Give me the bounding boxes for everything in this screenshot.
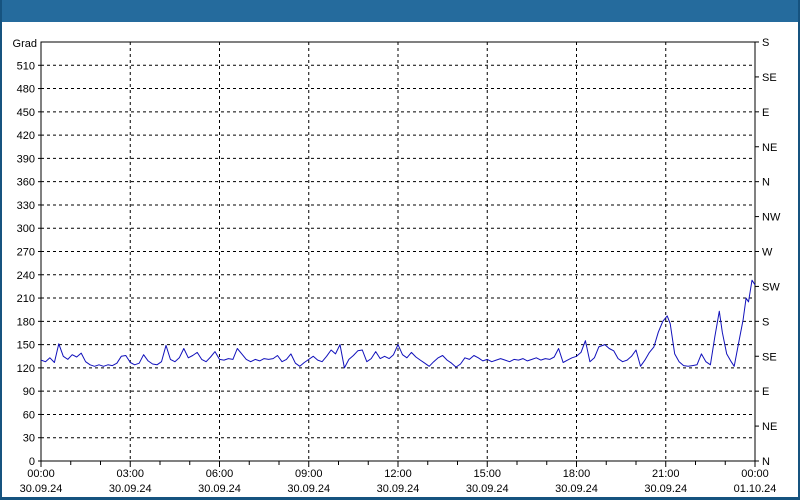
y-axis-tick-label-right: N: [762, 177, 770, 189]
y-axis-tick-label-right: E: [762, 107, 769, 119]
x-axis-date-label: 30.09.24: [377, 483, 420, 495]
x-axis-date-label: 30.09.24: [644, 483, 687, 495]
x-axis-date-label: 30.09.24: [555, 483, 598, 495]
x-axis-date-label: 30.09.24: [20, 483, 63, 495]
y-axis-tick-label-left: 210: [17, 293, 35, 305]
x-axis-date-label: 01.10.24: [734, 483, 777, 495]
x-axis-time-label: 12:00: [384, 468, 412, 480]
y-axis-tick-label-right: SW: [762, 281, 780, 293]
x-axis-time-label: 03:00: [116, 468, 144, 480]
y-axis-tick-label-left: 180: [17, 316, 35, 328]
y-axis-tick-label-left: 90: [23, 386, 35, 398]
y-axis-tick-label-right: NE: [762, 421, 777, 433]
y-axis-tick-label-right: NW: [762, 212, 781, 224]
y-axis-unit-label: Grad: [13, 38, 37, 50]
x-axis-date-label: 30.09.24: [109, 483, 152, 495]
y-axis-tick-label-left: 510: [17, 60, 35, 72]
x-axis-time-label: 21:00: [652, 468, 680, 480]
y-axis-tick-label-left: 420: [17, 130, 35, 142]
x-axis-time-label: 09:00: [295, 468, 323, 480]
y-axis-tick-label-left: 480: [17, 84, 35, 96]
y-axis-tick-label-left: 300: [17, 223, 35, 235]
x-axis-date-label: 30.09.24: [466, 483, 509, 495]
y-axis-tick-label-left: 30: [23, 433, 35, 445]
y-axis-tick-label-right: SE: [762, 72, 777, 84]
y-axis-tick-label-right: N: [762, 456, 770, 468]
y-axis-tick-label-right: SE: [762, 351, 777, 363]
x-axis-time-label: 15:00: [473, 468, 501, 480]
y-axis-tick-label-right: S: [762, 37, 769, 49]
y-axis-tick-label-right: W: [762, 247, 773, 259]
y-axis-tick-label-left: 330: [17, 200, 35, 212]
x-axis-date-label: 30.09.24: [287, 483, 330, 495]
x-axis-time-label: 06:00: [206, 468, 234, 480]
wind-direction-line: [40, 279, 756, 369]
y-axis-tick-label-left: 120: [17, 363, 35, 375]
y-axis-tick-label-left: 0: [29, 456, 35, 468]
y-axis-tick-label-right: E: [762, 386, 769, 398]
y-axis-tick-label-left: 390: [17, 153, 35, 165]
y-axis-tick-label-left: 240: [17, 270, 35, 282]
y-axis-tick-label-left: 270: [17, 247, 35, 259]
y-axis-tick-label-left: 150: [17, 340, 35, 352]
x-axis-date-label: 30.09.24: [198, 483, 241, 495]
y-axis-tick-label-left: 360: [17, 177, 35, 189]
y-axis-tick-label-right: S: [762, 316, 769, 328]
x-axis-time-label: 18:00: [563, 468, 591, 480]
x-axis-time-label: 00:00: [741, 468, 769, 480]
y-axis-tick-label-right: NE: [762, 142, 777, 154]
y-axis-tick-label-left: 60: [23, 409, 35, 421]
x-axis-time-label: 00:00: [27, 468, 55, 480]
titlebar-background: [2, 0, 798, 22]
y-axis-tick-label-left: 450: [17, 107, 35, 119]
